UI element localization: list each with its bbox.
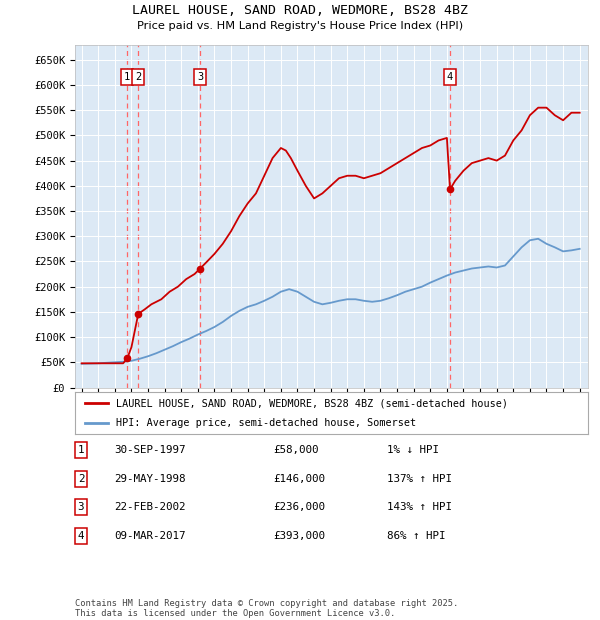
Text: 29-MAY-1998: 29-MAY-1998 (114, 474, 185, 484)
Text: £393,000: £393,000 (273, 531, 325, 541)
Text: 09-MAR-2017: 09-MAR-2017 (114, 531, 185, 541)
Text: LAUREL HOUSE, SAND ROAD, WEDMORE, BS28 4BZ: LAUREL HOUSE, SAND ROAD, WEDMORE, BS28 4… (132, 4, 468, 17)
Text: Contains HM Land Registry data © Crown copyright and database right 2025.
This d: Contains HM Land Registry data © Crown c… (75, 599, 458, 618)
Text: 1: 1 (124, 72, 130, 82)
Text: 4: 4 (78, 531, 84, 541)
Text: Price paid vs. HM Land Registry's House Price Index (HPI): Price paid vs. HM Land Registry's House … (137, 21, 463, 31)
Text: 4: 4 (447, 72, 453, 82)
Text: LAUREL HOUSE, SAND ROAD, WEDMORE, BS28 4BZ (semi-detached house): LAUREL HOUSE, SAND ROAD, WEDMORE, BS28 4… (116, 398, 508, 408)
Text: 86% ↑ HPI: 86% ↑ HPI (387, 531, 445, 541)
Text: 137% ↑ HPI: 137% ↑ HPI (387, 474, 452, 484)
Text: 22-FEB-2002: 22-FEB-2002 (114, 502, 185, 512)
Text: 3: 3 (197, 72, 203, 82)
Text: £146,000: £146,000 (273, 474, 325, 484)
Text: HPI: Average price, semi-detached house, Somerset: HPI: Average price, semi-detached house,… (116, 418, 416, 428)
Text: 2: 2 (78, 474, 84, 484)
Text: 1% ↓ HPI: 1% ↓ HPI (387, 445, 439, 455)
Text: 3: 3 (78, 502, 84, 512)
Text: 143% ↑ HPI: 143% ↑ HPI (387, 502, 452, 512)
Text: 30-SEP-1997: 30-SEP-1997 (114, 445, 185, 455)
Text: £58,000: £58,000 (273, 445, 319, 455)
Text: 2: 2 (135, 72, 142, 82)
Text: 1: 1 (78, 445, 84, 455)
Text: £236,000: £236,000 (273, 502, 325, 512)
